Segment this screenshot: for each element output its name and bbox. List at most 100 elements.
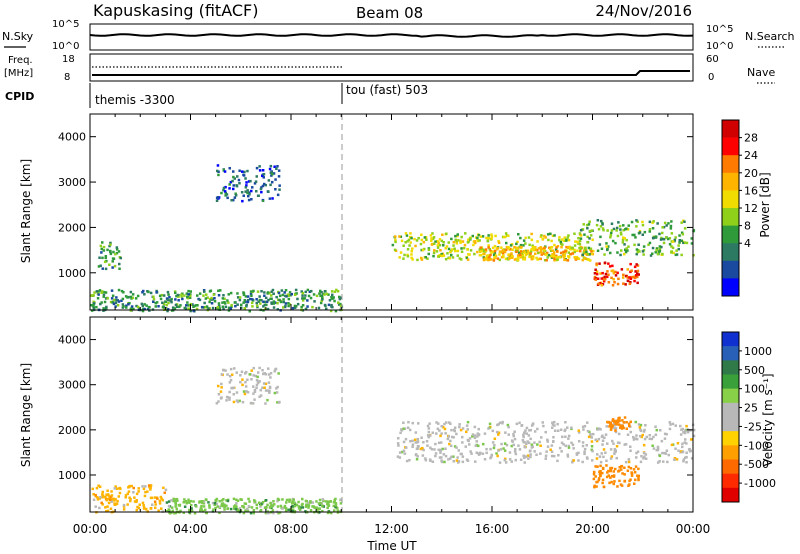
power-cell — [303, 297, 307, 300]
velocity-cell — [266, 511, 269, 515]
power-cell — [606, 247, 609, 251]
velocity-cell — [400, 450, 404, 454]
power-cell — [584, 252, 587, 255]
velocity-cell — [293, 501, 296, 504]
power-cell — [616, 271, 619, 275]
power-cell — [652, 220, 655, 223]
power-cell — [238, 182, 241, 185]
power-cell — [191, 303, 194, 306]
power-cell — [276, 165, 279, 168]
velocity-cell — [269, 376, 272, 379]
velocity-cell — [629, 449, 632, 452]
power-cell — [678, 239, 681, 242]
power-cell — [148, 309, 151, 312]
power-cell — [262, 305, 265, 308]
velocity-cell — [252, 509, 256, 512]
power-cell — [690, 242, 694, 245]
velocity-cell — [523, 461, 526, 464]
power-cell — [497, 241, 501, 244]
velocity-cell — [461, 460, 465, 464]
power-cell — [623, 252, 626, 256]
power-cell — [432, 254, 435, 258]
velocity-cell — [266, 389, 270, 392]
power-cell — [102, 295, 105, 298]
power-cell — [635, 225, 638, 228]
power-cell — [100, 291, 103, 294]
power-cell — [522, 257, 525, 261]
power-cell — [321, 298, 324, 301]
power-cell — [226, 299, 229, 302]
power-cell — [245, 181, 248, 184]
velocity-cell — [670, 443, 674, 447]
power-cell — [177, 295, 180, 298]
velocity-cell — [685, 461, 688, 464]
velocity-cell — [239, 380, 242, 384]
power-cell — [626, 279, 630, 283]
power-cell — [605, 242, 608, 245]
power-cell — [583, 247, 587, 251]
power-cell — [99, 244, 103, 248]
velocity-cell — [170, 506, 174, 509]
power-cell — [490, 237, 493, 240]
power-cell — [671, 246, 675, 250]
velocity-cell — [258, 366, 261, 370]
velocity-cell — [268, 385, 272, 389]
power-cell — [301, 294, 304, 297]
velocity-cell — [450, 455, 453, 459]
power-cell — [659, 238, 663, 241]
power-cell — [110, 289, 114, 292]
x-tick-label: 20:00 — [575, 522, 610, 536]
power-cell — [663, 221, 667, 225]
power-cell — [277, 291, 281, 295]
velocity-cell — [612, 442, 615, 445]
velocity-cell — [202, 505, 206, 508]
power-cell — [595, 223, 599, 227]
velocity-cell — [627, 465, 631, 469]
power-cell — [129, 307, 133, 311]
power-cell — [448, 257, 452, 260]
velocity-cell — [309, 501, 312, 504]
velocity-cell — [597, 437, 601, 441]
velocity-cell — [613, 452, 616, 455]
power-cell — [179, 304, 182, 307]
power-cell — [234, 304, 237, 308]
velocity-cell — [428, 422, 431, 425]
velocity-cell — [497, 433, 500, 436]
velocity-cell — [247, 497, 250, 501]
velocity-cell — [636, 474, 639, 477]
velocity-cell — [235, 502, 238, 505]
velocity-cell — [334, 505, 337, 509]
velocity-cell — [133, 500, 137, 503]
power-cell — [255, 298, 258, 301]
velocity-cell — [637, 423, 641, 426]
velocity-cell — [321, 504, 324, 508]
power-cell — [270, 290, 273, 293]
velocity-cell — [590, 448, 593, 452]
power-cell — [410, 236, 413, 240]
power-cell — [323, 293, 326, 296]
power-cell — [622, 273, 625, 277]
power-cell — [217, 289, 220, 292]
power-cell — [319, 301, 323, 305]
power-cell — [529, 252, 532, 255]
velocity-cell — [611, 419, 614, 422]
power-cell — [187, 289, 190, 293]
velocity-cell — [614, 467, 617, 471]
power-cell — [637, 249, 640, 252]
velocity-cell — [617, 417, 620, 420]
power-cell — [657, 250, 661, 253]
power-cell — [230, 305, 233, 309]
power-cell — [588, 230, 592, 233]
power-cell — [463, 243, 467, 247]
velocity-cell — [685, 442, 688, 445]
power-cell — [610, 231, 613, 235]
velocity-cell — [266, 503, 269, 507]
power-cell — [559, 251, 563, 255]
power-cell — [477, 233, 481, 237]
velocity-cell — [682, 431, 685, 434]
velocity-cell — [172, 497, 175, 501]
power-cell — [561, 238, 564, 241]
velocity-cell — [553, 420, 556, 424]
velocity-cell — [411, 445, 414, 448]
velocity-cell — [232, 393, 235, 396]
